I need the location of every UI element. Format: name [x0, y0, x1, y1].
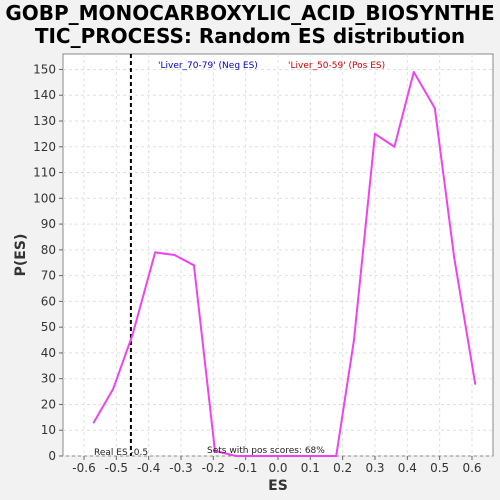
x-tick-label: 0.1 [301, 461, 320, 475]
series-point [453, 256, 456, 259]
x-tick-label: -0.4 [137, 461, 160, 475]
y-tick-label: 20 [41, 397, 56, 411]
series-point [393, 145, 396, 148]
series-point [412, 71, 415, 74]
pos-scores-annotation: Sets with pos scores: 68% [207, 446, 325, 456]
chart-title-line-1: GOBP_MONOCARBOXYLIC_ACID_BIOSYNTHE [5, 1, 494, 25]
x-axis-label: ES [268, 478, 288, 494]
series-point [154, 251, 157, 254]
x-tick-label: -0.2 [202, 461, 225, 475]
x-tick-label: 0.6 [462, 461, 481, 475]
y-axis-ticks: 0 10 20 30 40 50 60 70 80 90 100 110 120 130 140 150 [33, 62, 63, 463]
series-point [315, 455, 318, 457]
x-tick-label: 0.4 [398, 461, 417, 475]
y-tick-label: 140 [33, 88, 56, 102]
legend-neg-label: 'Liver_70-79' (Neg ES) [158, 61, 258, 71]
series-point [433, 107, 436, 110]
x-axis-ticks: -0.6 -0.5 -0.4 -0.3 -0.2 -0.1 0.0 0.1 0.2 0.3 0.4 0… [72, 456, 482, 475]
x-tick-label: -0.1 [234, 461, 257, 475]
series-line [92, 71, 477, 457]
chart-title-line-2: TIC_PROCESS: Random ES distribution [35, 24, 465, 48]
y-tick-label: 110 [33, 166, 56, 180]
x-tick-label: -0.5 [105, 461, 128, 475]
series-point [335, 455, 338, 457]
x-tick-label: 0.3 [365, 461, 384, 475]
series-point [213, 449, 216, 452]
legend-pos-label: 'Liver_50-59' (Pos ES) [288, 61, 385, 71]
x-tick-label: 0.5 [430, 461, 449, 475]
series-point [131, 333, 134, 336]
y-axis-label: P(ES) [13, 234, 29, 277]
y-tick-label: 80 [41, 243, 56, 257]
real-es-label: Real ES -0.5 [94, 448, 148, 458]
series-point [112, 388, 115, 390]
x-tick-label: 0.2 [333, 461, 352, 475]
y-tick-label: 90 [41, 217, 56, 231]
series-point [273, 455, 276, 457]
y-tick-label: 30 [41, 372, 56, 386]
y-tick-label: 130 [33, 114, 56, 128]
series-point [234, 455, 237, 457]
grid [63, 54, 493, 457]
y-tick-label: 70 [41, 269, 56, 283]
series-point [173, 254, 176, 256]
y-tick-label: 120 [33, 140, 56, 154]
x-tick-label: -0.6 [72, 461, 95, 475]
y-tick-label: 100 [33, 191, 56, 205]
y-tick-label: 50 [41, 320, 56, 334]
y-tick-label: 150 [33, 62, 56, 76]
x-tick-label: 0.0 [268, 461, 287, 475]
series-point [294, 455, 297, 457]
y-tick-label: 10 [41, 423, 56, 437]
series-points [92, 71, 477, 457]
series-point [92, 421, 95, 424]
series-point [474, 382, 477, 385]
y-tick-label: 0 [48, 449, 56, 463]
series-point [352, 339, 355, 342]
y-tick-label: 60 [41, 294, 56, 308]
series-point [254, 455, 257, 457]
y-tick-label: 40 [41, 346, 56, 360]
series-point [192, 264, 195, 267]
x-tick-label: -0.3 [169, 461, 192, 475]
series-point [373, 132, 376, 135]
